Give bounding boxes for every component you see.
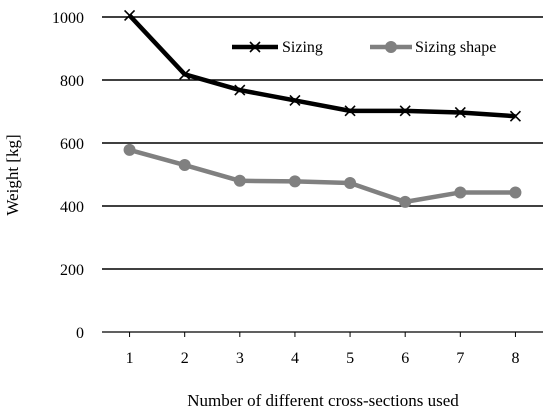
data-point-sizing-2 [179,68,191,80]
data-point-sizing-5 [344,105,356,117]
series-line-sizing [127,13,516,119]
legend-marker-shape-sizing-shape [385,41,397,53]
x-tick-label-6: 6 [401,350,409,367]
y-tick-label-600: 600 [60,136,84,153]
series-sizing [123,9,522,122]
legend-item-sizing: Sizing [232,39,323,56]
y-tick-label-0: 0 [76,325,84,342]
legend-item-sizing-shape: Sizing shape [370,39,496,56]
data-point-sizing-shape-2 [178,159,191,172]
data-point-sizing-6 [399,105,411,117]
data-point-sizing-shape-7 [454,186,467,199]
axis-layer: 0 200 400 600 800 1000 1 2 3 4 5 6 7 8 [52,10,519,367]
data-point-sizing-shape-8 [509,186,522,199]
x-tick-label-8: 8 [511,350,519,367]
legend-marker-sizing [249,41,261,53]
x-tick-label-7: 7 [456,350,464,367]
x-axis-title: Number of different cross-sections used [187,391,459,410]
legend-marker-shape-sizing [249,41,261,53]
x-tick-label-3: 3 [236,350,244,367]
legend-marker-sizing-shape [385,41,397,53]
data-point-sizing-shape-3 [233,174,246,187]
series-line-sizing-shape [128,147,516,205]
series-sizing-shape [123,143,522,208]
data-point-sizing-1 [123,9,136,21]
x-tick-label-4: 4 [291,350,299,367]
data-point-sizing-shape-4 [288,175,301,188]
data-point-sizing-shape-6 [399,195,412,208]
data-point-sizing-shape-5 [344,177,357,190]
legend-label-sizing-shape: Sizing shape [415,39,496,56]
data-point-sizing-3 [234,84,246,96]
legend-label-sizing: Sizing [282,39,323,56]
series-layer [123,9,522,208]
data-point-sizing-4 [289,94,301,107]
x-tick-label-5: 5 [346,350,354,367]
y-axis-title: Weight [kg] [3,134,22,215]
y-tick-label-400: 400 [60,199,84,216]
x-tick-label-2: 2 [181,350,189,367]
data-point-sizing-8 [509,110,522,122]
x-tick-label-1: 1 [126,350,134,367]
y-tick-label-1000: 1000 [52,10,84,27]
y-tick-label-200: 200 [60,262,84,279]
data-point-sizing-shape-1 [123,143,136,156]
data-point-sizing-7 [454,106,466,119]
legend: Sizing Sizing shape [232,39,496,56]
grid-layer [102,16,543,333]
y-tick-label-800: 800 [60,73,84,90]
